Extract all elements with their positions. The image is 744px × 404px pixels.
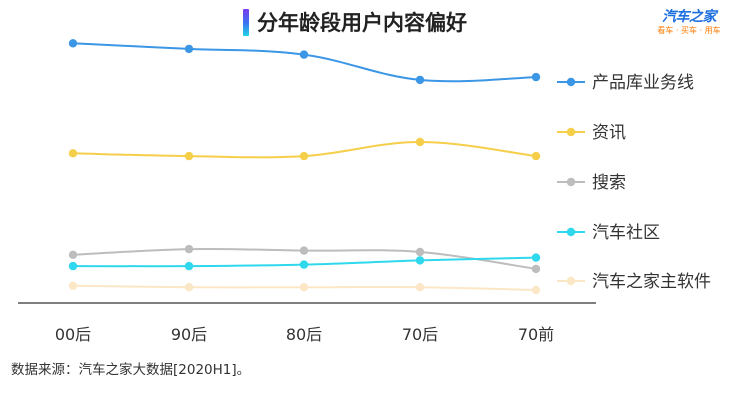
source-note: 数据来源：汽车之家大数据[2020H1]。 bbox=[11, 362, 251, 378]
legend-marker-5 bbox=[566, 276, 576, 286]
data-point-3-3 bbox=[299, 246, 309, 255]
data-point-3-5 bbox=[531, 264, 541, 274]
legend-label-2: 资讯 bbox=[592, 123, 626, 143]
data-point-1-4 bbox=[415, 75, 425, 85]
legend-marker-4 bbox=[566, 227, 576, 237]
x-tick-label: 90后 bbox=[171, 325, 207, 344]
page-title: 分年龄段用户内容偏好 bbox=[257, 11, 467, 35]
chart-title: 分年龄段用户内容偏好 bbox=[243, 7, 467, 37]
data-point-4-1 bbox=[68, 261, 78, 271]
title-accent-bar bbox=[243, 8, 249, 36]
legend-label-5: 汽车之家主软件 bbox=[592, 272, 711, 292]
x-tick-label: 70后 bbox=[402, 325, 438, 344]
data-point-5-5 bbox=[531, 285, 541, 295]
data-point-5-4 bbox=[415, 283, 425, 292]
legend-marker-2 bbox=[566, 127, 576, 137]
data-point-2-4 bbox=[415, 137, 425, 147]
data-point-2-5 bbox=[531, 151, 541, 161]
legend-label-1: 产品库业务线 bbox=[592, 73, 694, 93]
data-point-2-2 bbox=[184, 151, 194, 161]
brand-logo: 汽车之家 看车 · 买车 · 用车 bbox=[650, 9, 728, 36]
data-point-4-4 bbox=[415, 256, 425, 265]
data-point-3-1 bbox=[68, 250, 78, 259]
data-point-1-1 bbox=[68, 39, 78, 48]
legend-marker-3 bbox=[566, 177, 576, 187]
data-point-1-2 bbox=[184, 44, 194, 54]
data-point-4-5 bbox=[531, 253, 541, 262]
data-point-3-2 bbox=[184, 244, 194, 254]
x-tick-label: 00后 bbox=[55, 325, 91, 344]
legend-marker-1 bbox=[566, 77, 576, 87]
data-point-4-3 bbox=[299, 260, 309, 269]
x-axis-labels: 00后 90后 80后 70后 70前 bbox=[55, 325, 554, 344]
data-point-2-3 bbox=[299, 151, 309, 161]
data-point-2-1 bbox=[68, 149, 78, 158]
data-point-5-2 bbox=[184, 283, 194, 292]
data-point-3-4 bbox=[415, 247, 425, 257]
brand-name: 汽车之家 bbox=[662, 9, 717, 25]
data-point-1-3 bbox=[299, 50, 309, 59]
brand-tagline: 看车 · 买车 · 用车 bbox=[657, 26, 721, 35]
data-point-4-2 bbox=[184, 261, 194, 271]
x-tick-label: 80后 bbox=[286, 325, 322, 344]
legend-label-3: 搜索 bbox=[592, 173, 626, 193]
legend-label-4: 汽车社区 bbox=[592, 223, 660, 243]
data-point-1-5 bbox=[531, 72, 541, 82]
data-point-5-3 bbox=[299, 283, 309, 292]
series-line-1 bbox=[72, 42, 537, 83]
x-tick-label: 70前 bbox=[518, 325, 554, 344]
data-point-5-1 bbox=[68, 281, 78, 290]
plot-area bbox=[68, 39, 541, 295]
